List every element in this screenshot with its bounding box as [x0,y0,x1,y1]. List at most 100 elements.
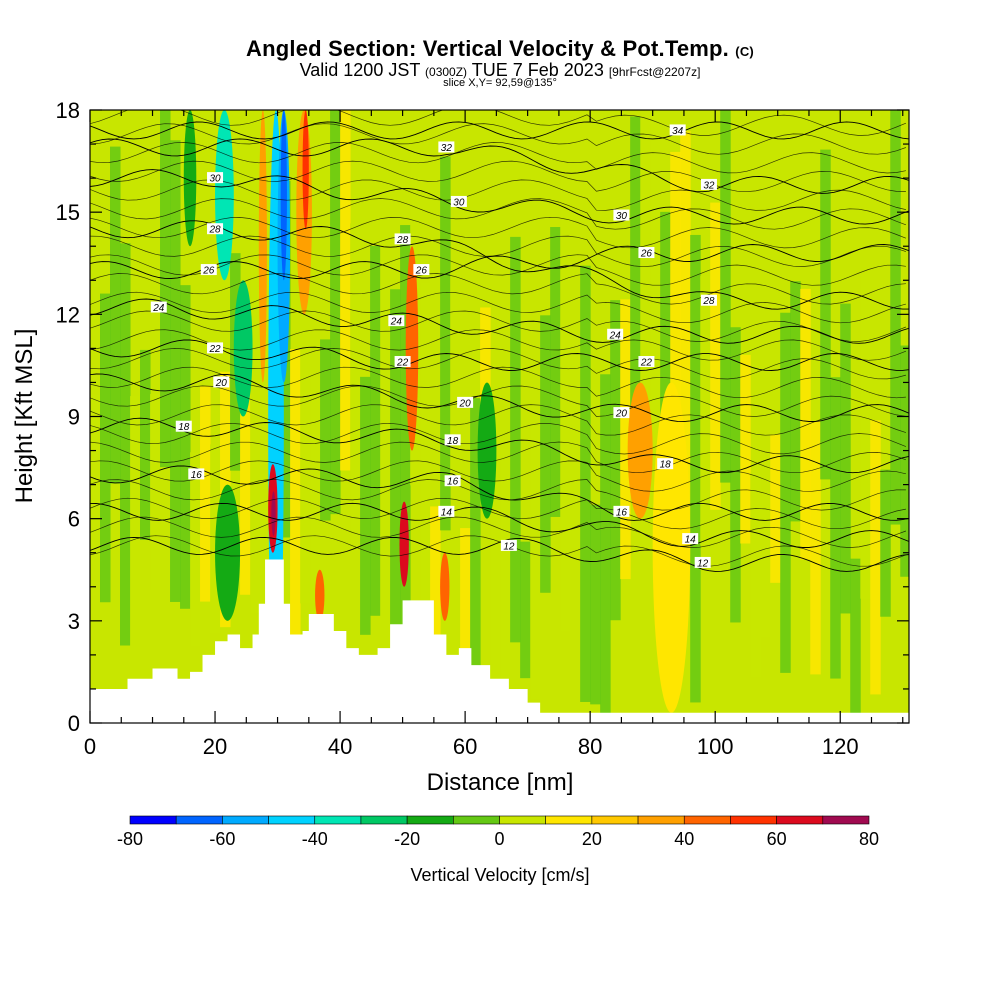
velocity-streak [680,131,691,550]
isentrope-label-bg [207,223,224,235]
isentrope-label: 12 [697,558,709,569]
colorbar-tick-label: 20 [582,829,602,849]
chart-title: Angled Section: Vertical Velocity & Pot.… [0,36,1000,62]
isentrope-label: 22 [396,358,409,369]
colorbar-swatch [683,815,731,825]
colorbar-tick-label: -20 [394,829,420,849]
isentrope-label: 24 [390,317,403,328]
velocity-streak [340,110,351,471]
colorbar-swatch [637,815,685,825]
isentrope-label: 18 [178,422,190,433]
isentrope-label-bg [450,195,467,207]
isentrope-label: 16 [191,470,203,481]
colorbar-tick-label: -80 [117,829,143,849]
isentrope-label: 18 [660,460,672,471]
isentrope-label-bg [150,301,167,313]
isentrope-label-bg [500,539,517,551]
isentrope-label-bg [213,376,230,388]
y-tick-label: 3 [68,609,80,634]
velocity-streak [620,299,631,580]
velocity-streak [560,177,571,631]
isentrope-label: 20 [215,378,228,389]
isentrope-line [90,142,906,174]
isentrope-label: 26 [415,266,428,277]
isentrope-label: 14 [685,535,697,546]
isentrope-label: 32 [441,143,453,154]
velocity-streak [790,281,801,522]
colorbar-swatch [129,815,177,825]
isentrope-label: 22 [640,358,653,369]
isentrope-label-bg [694,556,711,568]
x-tick-label: 100 [697,734,734,759]
isentrope-label: 30 [453,197,465,208]
colorbar-tick-label: 0 [494,829,504,849]
isentrope-label: 16 [447,477,459,488]
isentrope-line [90,479,906,511]
isentrope-label-bg [613,407,630,419]
velocity-streak [550,227,561,517]
velocity-streak [690,234,701,703]
isentrope-label-bg [638,247,655,259]
isentrope-line [90,404,907,436]
isentrope-label: 12 [503,541,515,552]
colorbar-swatch [268,815,316,825]
colorbar-swatch [776,815,824,825]
y-tick-label: 9 [68,405,80,430]
velocity-streak [150,394,161,591]
isentrope-line [90,366,906,399]
isentrope-line [90,348,906,380]
isentrope-label: 26 [202,266,215,277]
velocity-streak [290,348,301,635]
velocity-streak [360,376,371,635]
isentrope-line [90,169,909,225]
colorbar-swatch [499,815,546,825]
colorbar-swatch [360,815,408,825]
isentrope-label-bg [394,356,411,368]
colorbar-tick-label: 80 [859,829,879,849]
colorbar-swatch [453,815,500,825]
velocity-streak [720,110,731,483]
isentrope-line [90,291,906,324]
x-tick-label: 80 [578,734,602,759]
isentrope-label-bg [613,209,630,221]
velocity-streak [530,425,541,700]
velocity-streak [200,386,211,602]
velocity-streak [440,156,451,531]
velocity-streak [710,202,721,510]
velocity-streak [880,469,891,617]
isentrope-label: 24 [152,303,165,314]
velocity-streak [800,288,811,560]
x-tick-label: 40 [328,734,352,759]
isentrope-line [90,110,907,136]
isentrope-label-bg [388,315,405,327]
terrain-mask [90,559,909,723]
colorbar-tick-label: -60 [209,829,235,849]
isentrope-line [90,273,906,305]
isentrope-line [90,373,909,423]
isentrope-label: 18 [447,436,459,447]
colorbar-swatch [222,815,269,825]
velocity-streak [740,354,751,544]
isentrope-label-bg [207,172,224,184]
velocity-streak [120,243,131,646]
isentrope-label-bg [682,533,699,545]
velocity-cell [399,501,409,587]
velocity-streak [180,285,191,609]
isentrope-label: 24 [609,330,622,341]
velocity-streak [610,300,621,621]
isentrope-label: 20 [615,409,628,420]
velocity-cell [183,110,197,247]
velocity-streak [840,303,851,614]
chart-title-main: Angled Section: Vertical Velocity & Pot.… [246,36,729,61]
isentrope-line [90,535,907,567]
isentrope-line [90,244,909,279]
isentrope-label: 16 [616,507,628,518]
y-tick-label: 6 [68,507,80,532]
velocity-streak [570,321,581,549]
velocity-streak [140,349,151,540]
velocity-streak [380,188,391,651]
velocity-streak [630,116,641,479]
isentrope-line [90,160,906,193]
isentrope-line [90,254,906,286]
velocity-streak [850,558,861,716]
